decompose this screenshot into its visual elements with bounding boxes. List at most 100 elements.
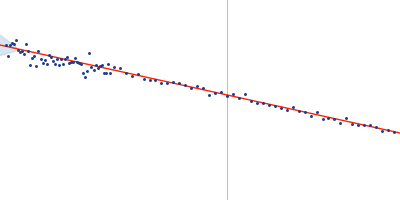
Point	[373, 125, 380, 128]
Point	[302, 110, 308, 113]
Point	[254, 101, 260, 105]
Point	[290, 106, 296, 109]
Point	[76, 61, 82, 64]
Point	[107, 72, 113, 75]
Point	[50, 60, 56, 63]
Point	[68, 61, 74, 64]
Point	[272, 104, 278, 108]
Point	[3, 43, 9, 47]
Point	[74, 60, 80, 63]
Point	[284, 108, 290, 112]
Point	[44, 62, 50, 65]
Point	[41, 58, 48, 62]
Point	[48, 55, 54, 59]
Point	[46, 53, 52, 56]
Point	[170, 80, 176, 84]
Point	[194, 84, 200, 88]
Point	[102, 71, 109, 74]
Point	[15, 48, 21, 52]
Point	[37, 58, 44, 61]
Point	[52, 62, 58, 66]
Point	[206, 93, 212, 96]
Point	[25, 50, 32, 53]
Point	[100, 71, 107, 74]
Point	[319, 118, 326, 121]
Point	[84, 70, 90, 73]
Point	[361, 123, 368, 126]
Point	[218, 90, 224, 93]
Point	[367, 123, 374, 127]
Point	[82, 75, 88, 78]
Point	[29, 57, 36, 60]
Point	[379, 129, 385, 132]
Point	[7, 43, 13, 46]
Point	[128, 74, 135, 78]
Point	[349, 122, 356, 125]
Point	[72, 56, 78, 60]
Point	[92, 63, 99, 67]
Point	[27, 64, 34, 67]
Point	[88, 65, 95, 69]
Point	[70, 60, 76, 64]
Point	[266, 104, 272, 107]
Point	[278, 106, 284, 109]
Point	[224, 94, 230, 97]
Point	[110, 65, 117, 69]
Point	[385, 129, 391, 132]
Point	[176, 82, 182, 85]
Point	[164, 81, 171, 85]
Point	[96, 65, 103, 68]
Point	[212, 91, 218, 94]
Point	[325, 116, 332, 119]
Point	[355, 123, 362, 126]
Point	[236, 96, 242, 99]
Point	[94, 66, 101, 70]
Point	[11, 42, 17, 46]
Point	[307, 115, 314, 118]
Point	[152, 78, 159, 82]
Point	[98, 63, 105, 67]
Point	[58, 58, 64, 61]
Point	[260, 101, 266, 104]
Point	[242, 93, 248, 96]
Point	[140, 78, 147, 81]
Point	[200, 86, 206, 90]
Point	[56, 63, 62, 66]
Point	[66, 62, 72, 65]
Point	[23, 42, 30, 45]
Point	[33, 65, 40, 68]
Point	[337, 121, 344, 125]
Point	[230, 93, 236, 96]
Point	[35, 50, 42, 53]
Point	[343, 117, 350, 120]
Point	[78, 63, 84, 66]
Point	[146, 78, 153, 81]
Point	[31, 54, 38, 57]
Point	[17, 51, 23, 54]
Point	[39, 62, 46, 65]
Point	[13, 38, 19, 42]
Point	[248, 99, 254, 102]
Point	[64, 56, 70, 59]
Point	[158, 81, 165, 84]
Point	[391, 130, 397, 133]
Point	[60, 63, 66, 66]
Point	[21, 52, 28, 56]
Point	[54, 58, 60, 61]
Point	[122, 72, 129, 75]
Point	[86, 51, 93, 55]
Point	[313, 111, 320, 114]
Point	[134, 73, 141, 76]
Point	[9, 41, 15, 44]
Point	[296, 109, 302, 112]
Point	[104, 63, 111, 66]
Point	[182, 83, 188, 86]
Point	[62, 58, 68, 61]
Point	[116, 67, 123, 70]
Point	[5, 54, 11, 57]
Point	[188, 87, 194, 90]
Point	[90, 69, 97, 72]
Point	[19, 49, 25, 52]
Point	[331, 117, 338, 120]
Point	[80, 71, 86, 74]
